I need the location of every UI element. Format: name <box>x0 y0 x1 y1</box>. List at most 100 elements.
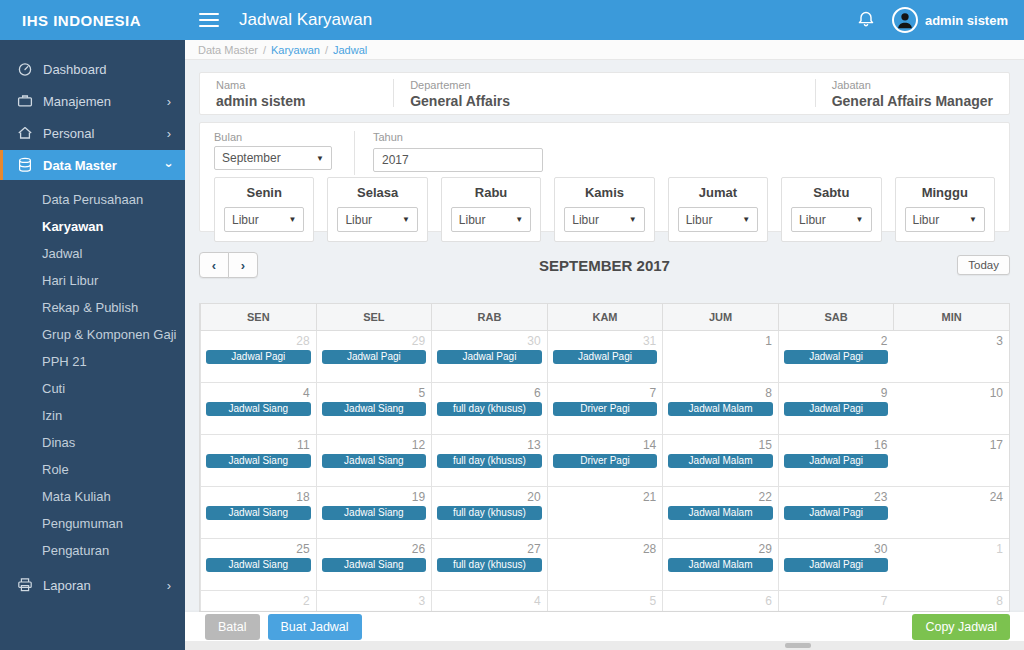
sidebar-submenu-item[interactable]: Karyawan <box>0 213 185 240</box>
calendar-day-cell[interactable]: 8 Jadwal Malam <box>662 383 778 435</box>
breadcrumb-item[interactable]: Jadwal <box>320 44 367 56</box>
calendar-day-cell[interactable]: 22 Jadwal Malam <box>662 487 778 539</box>
day-schedule-select[interactable]: Libur ▼ <box>791 207 871 232</box>
calendar-day-cell[interactable]: 27 full day (khusus) <box>431 539 547 591</box>
schedule-event-badge[interactable]: Jadwal Siang <box>322 402 427 416</box>
schedule-event-badge[interactable]: full day (khusus) <box>437 506 542 520</box>
batal-button[interactable]: Batal <box>205 614 260 640</box>
calendar-day-cell[interactable]: 5 Jadwal Siang <box>316 383 432 435</box>
schedule-event-badge[interactable]: Jadwal Pagi <box>784 506 889 520</box>
sidebar-submenu-item[interactable]: Dinas <box>0 429 185 456</box>
calendar-day-cell[interactable]: 29 Jadwal Malam <box>662 539 778 591</box>
schedule-event-badge[interactable]: Jadwal Pagi <box>784 454 889 468</box>
calendar-day-cell[interactable]: 28 Jadwal Pagi <box>200 331 316 383</box>
day-schedule-select[interactable]: Libur ▼ <box>451 207 531 232</box>
sidebar-submenu-item[interactable]: Hari Libur <box>0 267 185 294</box>
calendar-day-cell[interactable]: 30 Jadwal Pagi <box>778 539 894 591</box>
sidebar-submenu-item[interactable]: Izin <box>0 402 185 429</box>
schedule-event-badge[interactable]: Jadwal Malam <box>668 558 773 572</box>
calendar-day-cell[interactable]: 18 Jadwal Siang <box>200 487 316 539</box>
sidebar-submenu-item[interactable]: Mata Kuliah <box>0 483 185 510</box>
user-avatar-icon[interactable] <box>892 7 918 33</box>
next-month-button[interactable]: › <box>228 252 258 278</box>
sidebar-submenu-item[interactable]: PPH 21 <box>0 348 185 375</box>
schedule-event-badge[interactable]: Jadwal Siang <box>322 454 427 468</box>
calendar-day-cell[interactable]: 26 Jadwal Siang <box>316 539 432 591</box>
sidebar-item-personal[interactable]: Personal › <box>0 118 185 148</box>
schedule-event-badge[interactable]: Jadwal Siang <box>206 402 311 416</box>
day-schedule-select[interactable]: Libur ▼ <box>337 207 417 232</box>
schedule-event-badge[interactable]: Jadwal Malam <box>668 454 773 468</box>
calendar-day-cell[interactable]: 29 Jadwal Pagi <box>316 331 432 383</box>
calendar-day-cell[interactable]: 31 Jadwal Pagi <box>547 331 663 383</box>
schedule-event-badge[interactable]: full day (khusus) <box>437 402 542 416</box>
tahun-input[interactable] <box>373 148 543 172</box>
calendar-day-cell[interactable]: 1 <box>893 539 1009 591</box>
schedule-event-badge[interactable]: full day (khusus) <box>437 558 542 572</box>
schedule-event-badge[interactable]: Jadwal Siang <box>206 454 311 468</box>
breadcrumb-item[interactable]: Data Master <box>198 44 258 56</box>
calendar-day-cell[interactable]: 28 <box>547 539 663 591</box>
schedule-event-badge[interactable]: Jadwal Siang <box>206 506 311 520</box>
bulan-select[interactable]: September ▼ <box>214 146 332 170</box>
schedule-event-badge[interactable]: Driver Pagi <box>553 454 658 468</box>
sidebar-submenu-item[interactable]: Pengumuman <box>0 510 185 537</box>
calendar-day-cell[interactable]: 4 <box>431 591 547 612</box>
sidebar-item-dashboard[interactable]: Dashboard <box>0 54 185 84</box>
schedule-event-badge[interactable]: Jadwal Siang <box>322 558 427 572</box>
calendar-day-cell[interactable]: 3 <box>316 591 432 612</box>
calendar-day-cell[interactable]: 2 Jadwal Pagi <box>778 331 894 383</box>
calendar-day-cell[interactable]: 25 Jadwal Siang <box>200 539 316 591</box>
schedule-event-badge[interactable]: Jadwal Pagi <box>784 350 889 364</box>
sidebar-submenu-item[interactable]: Cuti <box>0 375 185 402</box>
day-schedule-select[interactable]: Libur ▼ <box>224 207 304 232</box>
sidebar-submenu-item[interactable]: Rekap & Publish <box>0 294 185 321</box>
schedule-event-badge[interactable]: Jadwal Pagi <box>206 350 311 364</box>
calendar-day-cell[interactable]: 20 full day (khusus) <box>431 487 547 539</box>
calendar-day-cell[interactable]: 13 full day (khusus) <box>431 435 547 487</box>
breadcrumb-item[interactable]: Karyawan <box>258 44 320 56</box>
calendar-day-cell[interactable]: 12 Jadwal Siang <box>316 435 432 487</box>
prev-month-button[interactable]: ‹ <box>199 252 229 278</box>
calendar-day-cell[interactable]: 15 Jadwal Malam <box>662 435 778 487</box>
calendar-day-cell[interactable]: 1 <box>662 331 778 383</box>
calendar-day-cell[interactable]: 30 Jadwal Pagi <box>431 331 547 383</box>
calendar-day-cell[interactable]: 17 <box>893 435 1009 487</box>
username-label[interactable]: admin sistem <box>925 13 1008 28</box>
sidebar-item-manajemen[interactable]: Manajemen › <box>0 86 185 116</box>
calendar-day-cell[interactable]: 9 Jadwal Pagi <box>778 383 894 435</box>
schedule-event-badge[interactable]: Jadwal Siang <box>322 506 427 520</box>
calendar-day-cell[interactable]: 3 <box>893 331 1009 383</box>
schedule-event-badge[interactable]: Jadwal Pagi <box>322 350 427 364</box>
calendar-day-cell[interactable]: 11 Jadwal Siang <box>200 435 316 487</box>
calendar-day-cell[interactable]: 16 Jadwal Pagi <box>778 435 894 487</box>
day-schedule-select[interactable]: Libur ▼ <box>905 207 985 232</box>
schedule-event-badge[interactable]: Jadwal Pagi <box>784 402 889 416</box>
calendar-day-cell[interactable]: 14 Driver Pagi <box>547 435 663 487</box>
calendar-day-cell[interactable]: 6 <box>662 591 778 612</box>
schedule-event-badge[interactable]: Jadwal Malam <box>668 402 773 416</box>
calendar-day-cell[interactable]: 5 <box>547 591 663 612</box>
schedule-event-badge[interactable]: Jadwal Pagi <box>553 350 658 364</box>
schedule-event-badge[interactable]: Jadwal Malam <box>668 506 773 520</box>
schedule-event-badge[interactable]: full day (khusus) <box>437 454 542 468</box>
calendar-day-cell[interactable]: 7 Driver Pagi <box>547 383 663 435</box>
schedule-event-badge[interactable]: Driver Pagi <box>553 402 658 416</box>
calendar-day-cell[interactable]: 4 Jadwal Siang <box>200 383 316 435</box>
sidebar-submenu-item[interactable]: Pengaturan <box>0 537 185 564</box>
sidebar-item-laporan[interactable]: Laporan › <box>0 570 185 600</box>
sidebar-submenu-item[interactable]: Jadwal <box>0 240 185 267</box>
hamburger-icon[interactable] <box>199 13 219 27</box>
calendar-day-cell[interactable]: 19 Jadwal Siang <box>316 487 432 539</box>
schedule-event-badge[interactable]: Jadwal Siang <box>206 558 311 572</box>
bell-icon[interactable] <box>856 10 876 30</box>
day-schedule-select[interactable]: Libur ▼ <box>678 207 758 232</box>
schedule-event-badge[interactable]: Jadwal Pagi <box>437 350 542 364</box>
horizontal-scrollbar-thumb[interactable] <box>785 643 811 648</box>
schedule-event-badge[interactable]: Jadwal Pagi <box>784 558 889 572</box>
calendar-day-cell[interactable]: 24 <box>893 487 1009 539</box>
calendar-day-cell[interactable]: 10 <box>893 383 1009 435</box>
day-schedule-select[interactable]: Libur ▼ <box>564 207 644 232</box>
brand-logo[interactable]: IHS INDONESIA <box>0 12 185 29</box>
today-button[interactable]: Today <box>957 255 1010 275</box>
